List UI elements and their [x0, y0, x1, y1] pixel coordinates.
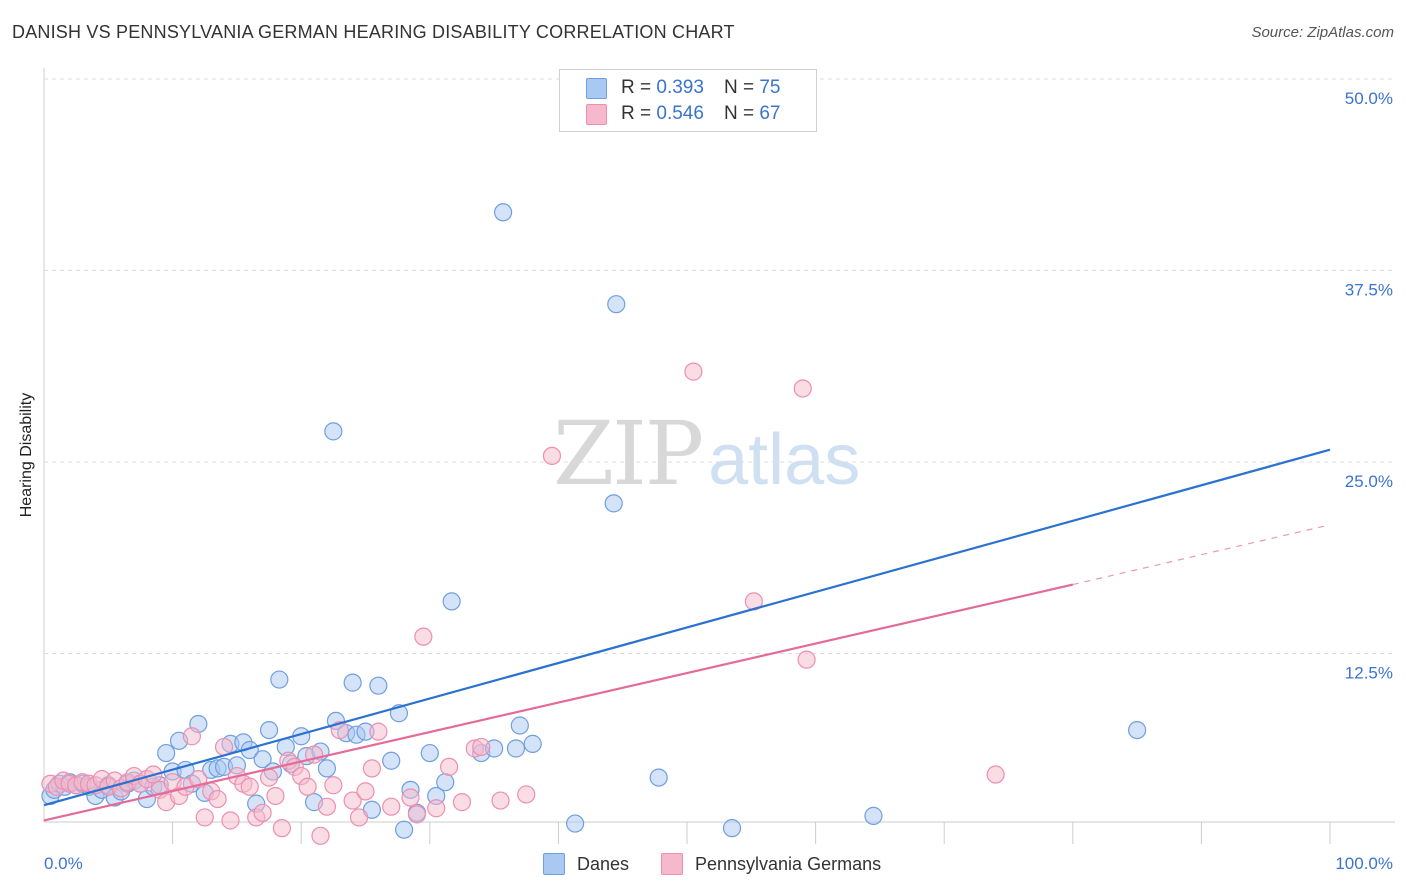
legend-swatch-danes	[586, 77, 607, 99]
bottom-legend-pa-germans: Pennsylvania Germans	[661, 852, 881, 876]
pa-german-point	[986, 765, 1005, 784]
pa-german-point	[208, 789, 227, 809]
danes-point	[506, 739, 526, 758]
danes-point	[420, 743, 439, 763]
pa-german-point	[407, 805, 427, 824]
x-tick-label: 100.0%	[1335, 854, 1393, 873]
pa-german-point	[298, 777, 317, 796]
danes-point	[369, 676, 388, 695]
pa-german-point	[427, 799, 446, 818]
pa-german-point	[356, 782, 375, 801]
danes-point	[510, 716, 529, 735]
pa-german-point	[369, 722, 388, 741]
danes-trend-line	[43, 448, 1331, 807]
y-tick-label: 12.5%	[1345, 664, 1393, 683]
pa-german-point	[343, 791, 362, 810]
pa-german-point	[330, 720, 349, 740]
danes-point	[436, 773, 455, 792]
pa-german-point	[266, 786, 285, 806]
pa-german-point	[439, 757, 459, 776]
bottom-legend-label-pa-germans: Pennsylvania Germans	[695, 853, 882, 874]
pa-german-point	[382, 797, 401, 816]
legend-r-label: R =	[621, 103, 652, 124]
danes-point	[343, 673, 362, 692]
pa-german-point	[797, 650, 816, 669]
y-tick-label: 25.0%	[1345, 472, 1393, 491]
danes-point	[253, 750, 272, 769]
danes-point	[270, 670, 289, 689]
source-attribution: Source: ZipAtlas.com	[1251, 24, 1394, 41]
danes-point	[864, 806, 883, 825]
pa-german-point	[349, 808, 369, 827]
pa-german-trend-extension	[1072, 524, 1331, 586]
legend-n-value: 67	[759, 103, 781, 124]
danes-point	[494, 203, 513, 222]
danes-point	[722, 819, 742, 838]
danes-point	[382, 751, 401, 770]
danes-point	[604, 494, 623, 513]
pa-german-point	[452, 793, 472, 812]
danes-point	[157, 743, 176, 763]
danes-point	[324, 422, 343, 441]
legend-n-value: 75	[759, 77, 781, 98]
stats-legend: R = 0.393 N = 75 R = 0.546 N = 67	[559, 69, 817, 132]
pa-german-point	[517, 785, 536, 804]
pa-german-point	[253, 803, 272, 822]
danes-point	[317, 759, 337, 778]
chart-title: DANISH VS PENNSYLVANIA GERMAN HEARING DI…	[12, 22, 735, 42]
legend-swatch-pa-germans	[586, 103, 607, 125]
pa-german-point	[472, 737, 491, 757]
pa-german-point	[259, 768, 279, 787]
bottom-legend-danes: Danes	[543, 852, 629, 876]
pa-german-trend-line	[43, 583, 1074, 822]
pa-german-point	[221, 811, 240, 830]
x-tick-label: 0.0%	[44, 854, 83, 873]
pa-german-point	[491, 791, 510, 810]
legend-n-label: N =	[723, 77, 755, 98]
bottom-legend-label-danes: Danes	[577, 853, 630, 874]
legend-r-value: 0.546	[656, 103, 704, 124]
danes-point	[259, 720, 279, 740]
danes-point	[442, 592, 461, 611]
danes-point	[1127, 720, 1147, 740]
y-tick-label: 37.5%	[1345, 281, 1393, 300]
bottom-legend-swatch-danes	[543, 853, 565, 875]
pa-german-point	[793, 379, 812, 398]
y-tick-label: 50.0%	[1345, 89, 1393, 108]
danes-point	[607, 295, 626, 314]
legend-row-danes: R = 0.393 N = 75	[586, 77, 780, 99]
pa-german-point	[324, 776, 343, 795]
pa-german-point	[414, 627, 433, 646]
pa-german-point	[684, 362, 703, 381]
pa-german-point	[240, 777, 259, 796]
pa-german-point	[401, 788, 420, 807]
legend-r-label: R =	[621, 77, 652, 98]
legend-n-label: N =	[723, 103, 755, 124]
pa-german-point	[195, 808, 214, 827]
pa-german-point	[182, 727, 201, 746]
danes-point	[566, 814, 585, 833]
pa-german-point	[317, 797, 337, 816]
bottom-legend-swatch-pa-germans	[661, 853, 683, 875]
pa-german-point	[362, 759, 382, 778]
pa-german-point	[272, 819, 292, 838]
pa-german-point	[542, 446, 562, 465]
danes-point	[523, 734, 542, 753]
legend-r-value: 0.393	[656, 77, 704, 98]
pa-german-point	[311, 826, 330, 845]
legend-row-pa-germans: R = 0.546 N = 67	[586, 103, 780, 125]
danes-point	[394, 820, 414, 839]
danes-point	[649, 768, 668, 787]
